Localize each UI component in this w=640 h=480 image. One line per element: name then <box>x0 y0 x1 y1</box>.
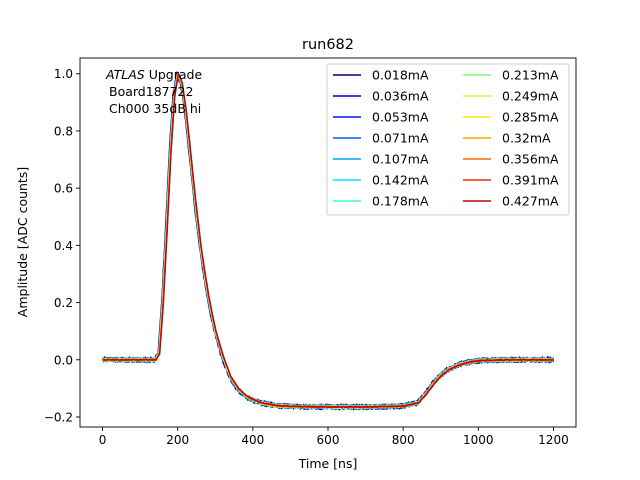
x-tick-label: 1000 <box>463 433 494 447</box>
y-tick-label: 0.0 <box>54 353 73 367</box>
legend: 0.018mA 0.036mA 0.053mA 0.071mA 0.107mA 0.142… <box>326 63 570 216</box>
legend-label: 0.018mA <box>372 68 429 83</box>
annotation-upgrade: Upgrade <box>145 67 203 82</box>
y-tick-label: −0.2 <box>44 410 73 424</box>
annotation-board: Board187722 <box>109 84 193 99</box>
x-tick-label: 0 <box>99 433 107 447</box>
x-tick-label: 400 <box>241 433 264 447</box>
legend-label: 0.32mA <box>502 131 551 146</box>
legend-label: 0.053mA <box>372 110 429 125</box>
y-tick-label: 0.8 <box>54 124 73 138</box>
series-group <box>101 71 555 411</box>
svg-text:ATLAS Upgrade: ATLAS Upgrade <box>105 67 202 82</box>
legend-label: 0.427mA <box>502 194 559 209</box>
annotation-channel: Ch000 35dB hi <box>109 101 201 116</box>
legend-label: 0.036mA <box>372 89 429 104</box>
legend-label: 0.107mA <box>372 152 429 167</box>
y-axis-label: Amplitude [ADC counts] <box>15 167 30 317</box>
legend-label: 0.285mA <box>502 110 559 125</box>
x-tick-label: 1200 <box>538 433 569 447</box>
legend-label: 0.356mA <box>502 152 559 167</box>
y-tick-label: 0.2 <box>54 296 73 310</box>
legend-label: 0.142mA <box>372 173 429 188</box>
x-tick-label: 200 <box>166 433 189 447</box>
chart-title: run682 <box>302 37 354 53</box>
x-axis: 0 200 400 600 800 1000 1200 <box>99 427 569 447</box>
y-tick-label: 0.6 <box>54 182 73 196</box>
y-axis: −0.2 0.0 0.2 0.4 0.6 0.8 1.0 <box>44 67 80 424</box>
legend-frame <box>326 63 570 216</box>
x-axis-label: Time [ns] <box>298 456 358 471</box>
y-tick-label: 0.4 <box>54 239 73 253</box>
annotation-atlas: ATLAS <box>105 67 145 82</box>
legend-label: 0.071mA <box>372 131 429 146</box>
plot-area <box>79 57 577 428</box>
x-tick-label: 600 <box>317 433 340 447</box>
legend-label: 0.178mA <box>372 194 429 209</box>
series-line <box>102 72 554 409</box>
legend-label: 0.391mA <box>502 173 559 188</box>
atlas-annotation: ATLAS Upgrade Board187722 Ch000 35dB hi <box>105 67 202 116</box>
x-tick-label: 800 <box>392 433 415 447</box>
legend-label: 0.249mA <box>502 89 559 104</box>
y-tick-label: 1.0 <box>54 67 73 81</box>
legend-label: 0.213mA <box>502 68 559 83</box>
